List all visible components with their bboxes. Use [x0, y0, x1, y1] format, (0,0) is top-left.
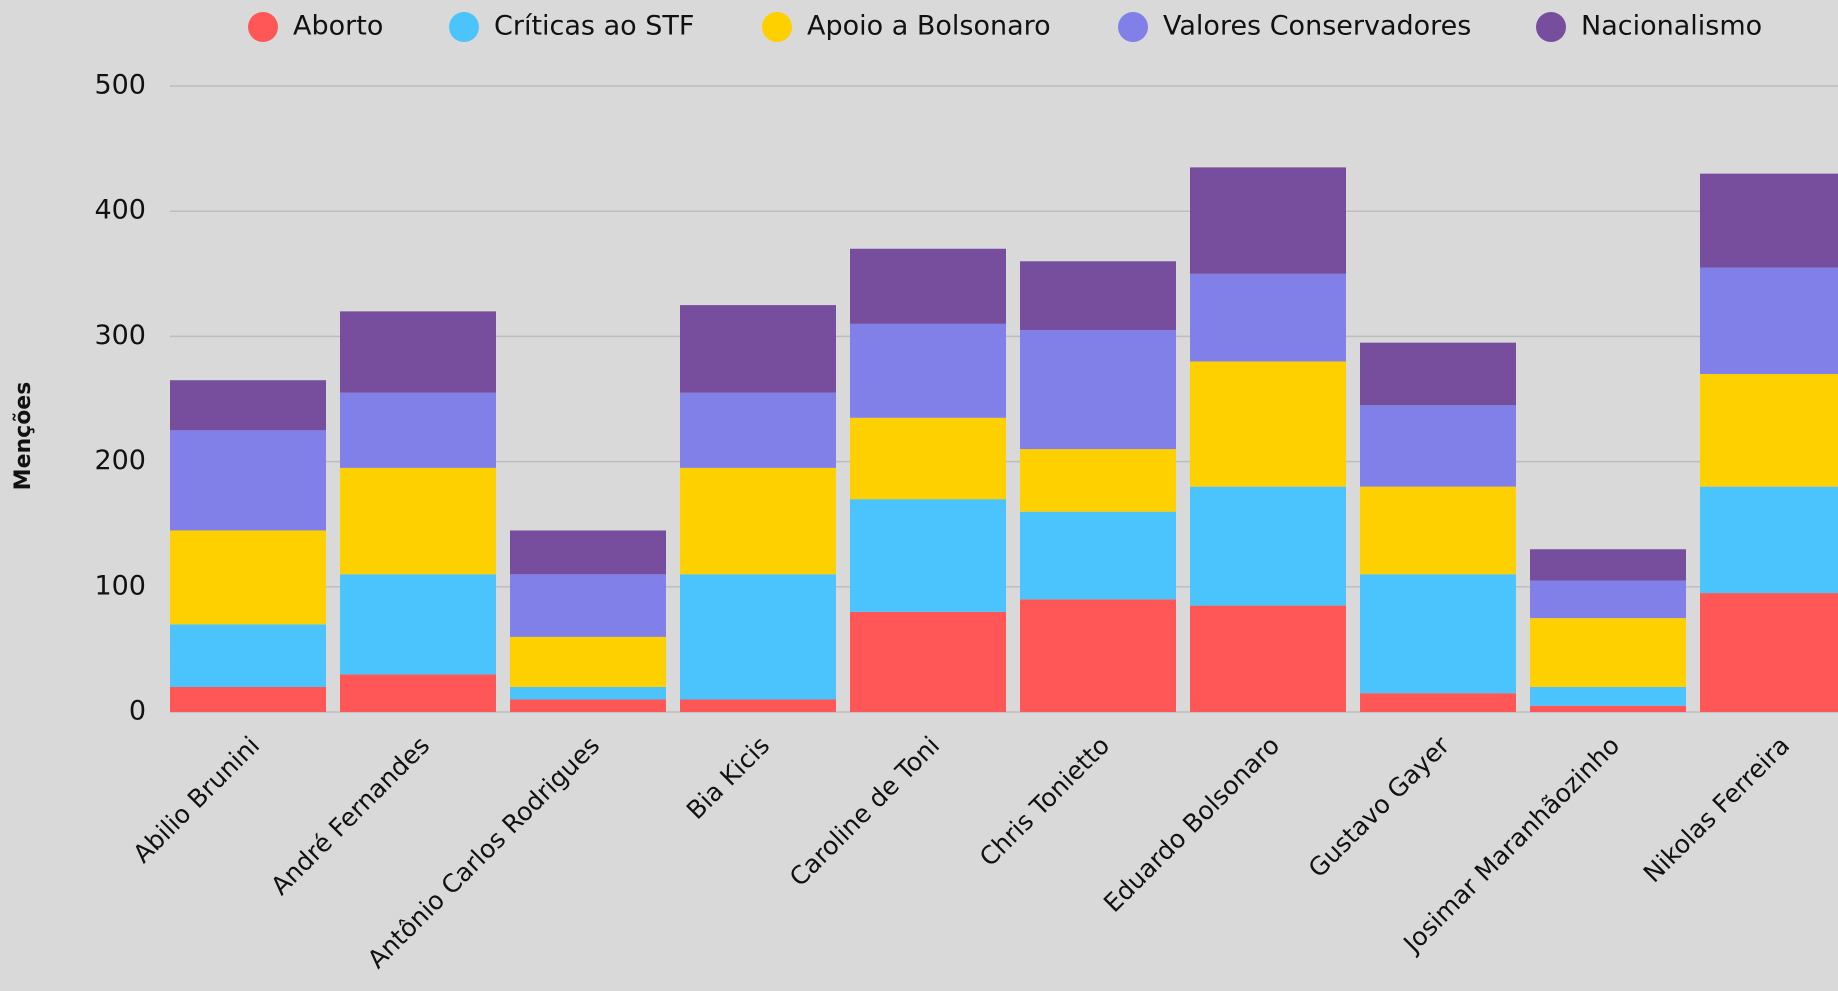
bar-segment: [850, 248, 1006, 324]
bar-segment: [170, 430, 326, 531]
bar-segment: [510, 686, 666, 700]
bar-segment: [1190, 605, 1346, 712]
bar-segment: [1360, 486, 1516, 575]
bar-segment: [1190, 361, 1346, 487]
x-tick-label: Eduardo Bolsonaro: [1098, 731, 1285, 918]
legend-label: Valores Conservadores: [1163, 11, 1471, 42]
legend-swatch: [762, 12, 792, 42]
bar-segment: [510, 574, 666, 637]
bar-segment: [1020, 330, 1176, 450]
legend-swatch: [248, 12, 278, 42]
bar-segment: [1700, 593, 1838, 712]
bar-segment: [1530, 618, 1686, 687]
x-tick-label: Caroline de Toni: [784, 731, 945, 892]
bar-segment: [340, 392, 496, 468]
bar-segment: [510, 636, 666, 687]
bar-segment: [340, 674, 496, 712]
bar-segment: [850, 499, 1006, 612]
bar-segment: [1700, 486, 1838, 594]
bar-segment: [340, 467, 496, 575]
bar-segment: [850, 417, 1006, 500]
legend-swatch: [449, 12, 479, 42]
bar-segment: [340, 574, 496, 675]
bar-segment: [1360, 405, 1516, 487]
x-tick-label: André Fernandes: [265, 731, 435, 901]
y-tick-label: 200: [94, 445, 146, 476]
bar-segment: [170, 624, 326, 687]
bar-segment: [1020, 261, 1176, 331]
bar-segment: [170, 686, 326, 712]
bar-segment: [680, 305, 836, 393]
bar-segment: [1360, 342, 1516, 406]
bar-segment: [850, 323, 1006, 418]
bar-segment: [1360, 693, 1516, 712]
bar-segment: [1020, 449, 1176, 512]
bar-segment: [680, 699, 836, 712]
bar-segment: [1020, 511, 1176, 600]
y-tick-label: 400: [94, 195, 146, 226]
bar-segment: [680, 392, 836, 468]
bar-segment: [340, 311, 496, 393]
y-tick-label: 0: [129, 696, 146, 727]
y-tick-label: 500: [94, 70, 146, 101]
bar-segment: [1190, 273, 1346, 362]
bar-segment: [510, 530, 666, 575]
x-tick-label: Chris Tonietto: [974, 731, 1115, 872]
bar-segment: [1530, 549, 1686, 581]
bar-segment: [1700, 373, 1838, 487]
bar-segment: [1190, 167, 1346, 274]
bar-segment: [1700, 173, 1838, 268]
bar-segment: [1530, 686, 1686, 706]
bar-segment: [170, 530, 326, 625]
legend-label: Aborto: [293, 11, 383, 42]
y-tick-label: 300: [94, 320, 146, 351]
legend-label: Críticas ao STF: [494, 11, 694, 42]
bar-segment: [1190, 486, 1346, 606]
bar-segment: [680, 574, 836, 700]
y-tick-label: 100: [94, 570, 146, 601]
bar-segment: [850, 611, 1006, 712]
x-tick-label: Abilio Brunini: [127, 731, 265, 869]
bar-segment: [170, 380, 326, 431]
bar-segment: [1360, 574, 1516, 694]
legend-swatch: [1118, 12, 1148, 42]
bar-segment: [1020, 599, 1176, 712]
x-tick-label: Gustavo Gayer: [1303, 730, 1456, 883]
x-tick-label: Nikolas Ferreira: [1638, 731, 1795, 888]
legend-label: Nacionalismo: [1581, 11, 1762, 42]
legend-label: Apoio a Bolsonaro: [807, 11, 1051, 42]
bar-segment: [1530, 580, 1686, 619]
x-tick-label: Bia Kicis: [681, 731, 775, 825]
bar-segment: [1530, 705, 1686, 712]
y-axis-label: Menções: [11, 382, 36, 491]
bar-segment: [680, 467, 836, 575]
legend-swatch: [1536, 12, 1566, 42]
bar-segment: [1700, 267, 1838, 374]
bar-segment: [510, 699, 666, 712]
